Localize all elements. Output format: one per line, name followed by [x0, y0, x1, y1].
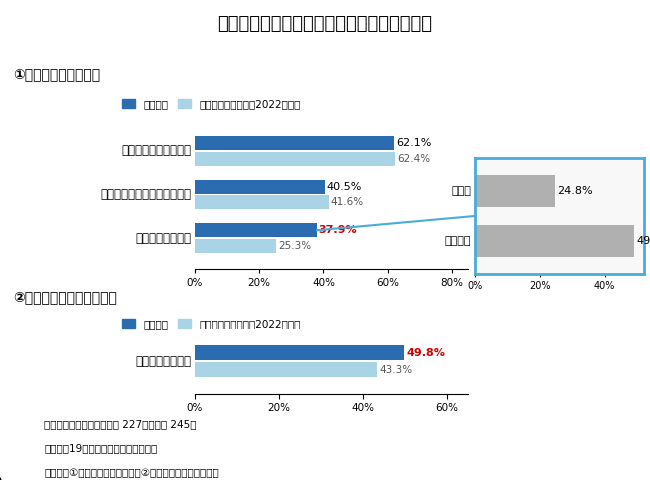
Bar: [195, 362, 377, 377]
Legend: 今回調査, （参考）前回調査（2022年秋）: 今回調査, （参考）前回調査（2022年秋）: [122, 319, 301, 329]
Bar: [195, 152, 395, 166]
Text: ②中期：今後２～５年程度: ②中期：今後２～５年程度: [13, 290, 117, 305]
Bar: [195, 136, 395, 150]
Bar: [195, 180, 325, 193]
Text: 必要な人材の不足: 必要な人材の不足: [135, 355, 191, 368]
Bar: [195, 239, 276, 253]
Text: 43.3%: 43.3%: [379, 364, 412, 374]
Bar: [474, 175, 555, 207]
Text: 40.5%: 40.5%: [327, 181, 362, 192]
Text: （注１）回答企業数：今回 227社、前回 245社: （注１）回答企業数：今回 227社、前回 245社: [44, 419, 197, 429]
Bar: [195, 223, 317, 237]
Text: 製造業: 製造業: [451, 186, 471, 196]
Text: 非製造業: 非製造業: [445, 236, 471, 246]
Text: 41.6%: 41.6%: [330, 197, 363, 207]
Text: サプライチェーンを巡る課題: サプライチェーンを巡る課題: [100, 188, 191, 201]
Text: 37.9%: 37.9%: [318, 225, 357, 235]
Text: 25.3%: 25.3%: [278, 241, 311, 251]
Legend: 今回調査, （参考）前回調査（2022年秋）: 今回調査, （参考）前回調査（2022年秋）: [122, 99, 301, 109]
Text: （注２）19の選択肢から三つまで選択: （注２）19の選択肢から三つまで選択: [44, 444, 158, 453]
Text: 62.4%: 62.4%: [397, 154, 430, 164]
Text: 62.1%: 62.1%: [396, 138, 432, 148]
Text: ①短期：今後１年程度: ①短期：今後１年程度: [13, 67, 100, 82]
Text: （注３）①では上位三つの項目、②では最上位の項目を掲載: （注３）①では上位三つの項目、②では最上位の項目を掲載: [44, 468, 219, 478]
Bar: [474, 225, 634, 257]
Text: 資源価格の急激な上昇: 資源価格の急激な上昇: [122, 144, 191, 157]
Text: 49.8%: 49.8%: [406, 348, 445, 358]
Bar: [195, 346, 404, 360]
Bar: [195, 195, 329, 209]
Text: 【図表１】企業が重要視する事業上のリスク: 【図表１】企業が重要視する事業上のリスク: [218, 15, 432, 33]
Text: 49.2%: 49.2%: [636, 236, 650, 246]
Text: 24.8%: 24.8%: [556, 186, 592, 196]
Text: 必要な人材の不足: 必要な人材の不足: [135, 232, 191, 245]
